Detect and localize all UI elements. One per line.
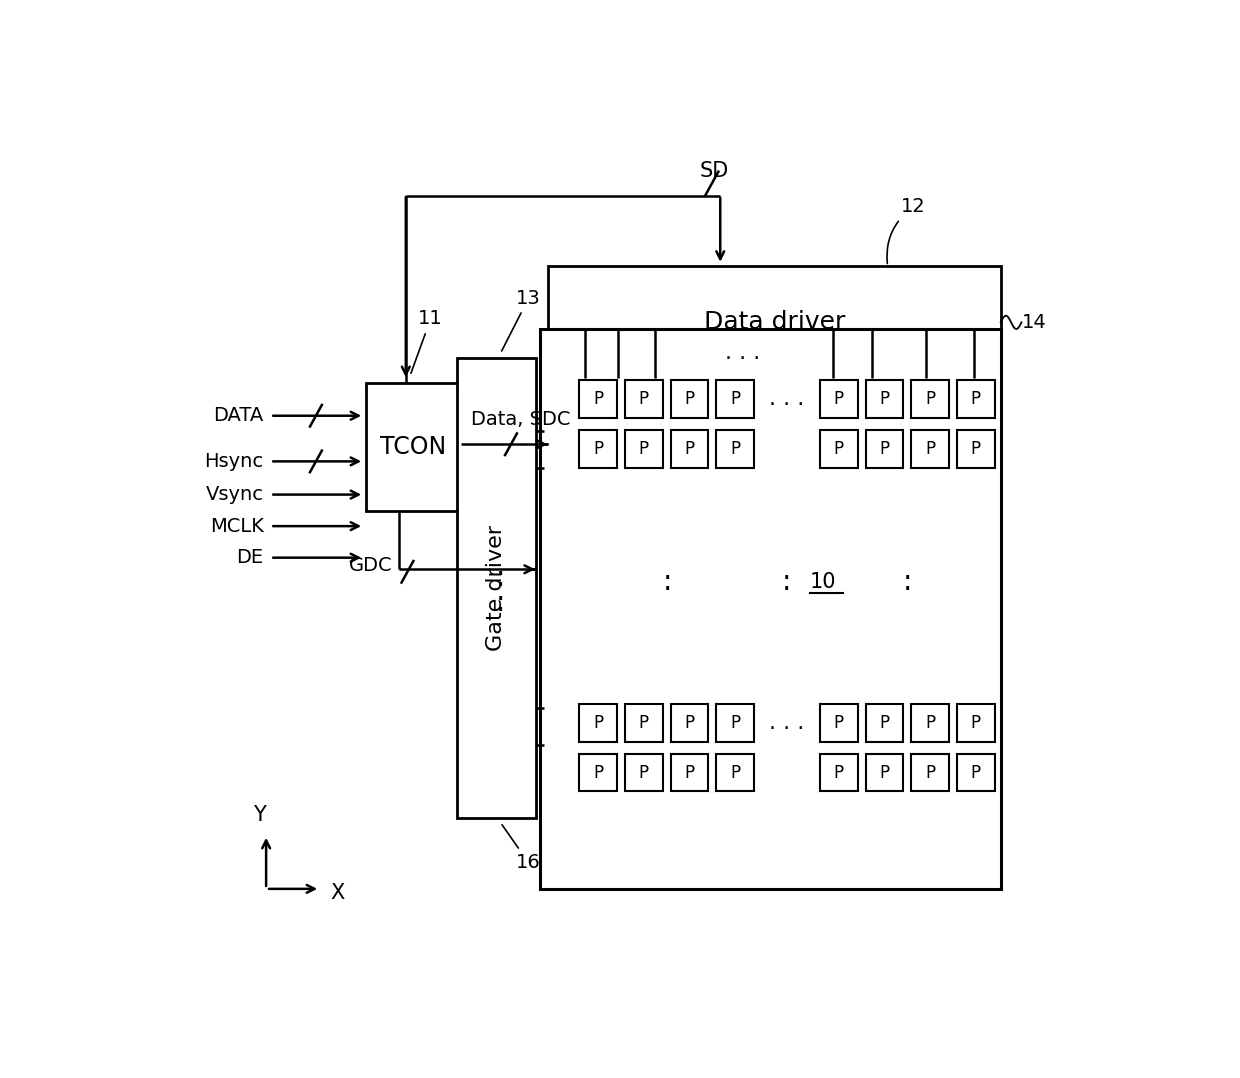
Text: 12: 12 — [887, 197, 926, 263]
Text: DE: DE — [237, 549, 264, 567]
Bar — [866, 430, 903, 468]
Bar — [625, 430, 662, 468]
Text: P: P — [639, 714, 649, 732]
Bar — [671, 381, 708, 418]
Bar — [866, 704, 903, 742]
Text: :: : — [782, 568, 791, 596]
Bar — [957, 704, 994, 742]
Bar — [911, 381, 949, 418]
Text: P: P — [639, 440, 649, 458]
Bar — [366, 383, 461, 511]
Text: :: : — [496, 589, 506, 617]
Bar — [866, 754, 903, 791]
Text: P: P — [971, 714, 981, 732]
Bar — [820, 704, 858, 742]
Bar — [625, 754, 662, 791]
Text: DATA: DATA — [213, 406, 264, 425]
Bar — [866, 381, 903, 418]
Text: 14: 14 — [1022, 313, 1047, 332]
Bar — [717, 754, 754, 791]
Bar — [957, 754, 994, 791]
Text: P: P — [925, 440, 935, 458]
Text: P: P — [879, 714, 889, 732]
Bar — [911, 704, 949, 742]
Text: GDC: GDC — [348, 555, 393, 575]
Bar — [911, 430, 949, 468]
Bar — [671, 704, 708, 742]
Text: P: P — [593, 440, 603, 458]
Text: P: P — [730, 440, 740, 458]
Bar — [911, 754, 949, 791]
Bar — [458, 358, 536, 818]
Text: P: P — [879, 763, 889, 782]
Bar — [541, 329, 1001, 889]
Text: TCON: TCON — [381, 434, 446, 459]
Text: . . .: . . . — [725, 344, 760, 363]
Text: P: P — [730, 763, 740, 782]
Text: P: P — [833, 440, 844, 458]
Bar — [820, 381, 858, 418]
Text: P: P — [833, 714, 844, 732]
Bar — [625, 381, 662, 418]
Text: P: P — [925, 714, 935, 732]
Text: P: P — [593, 390, 603, 409]
Bar — [579, 430, 616, 468]
Text: 11: 11 — [410, 309, 443, 373]
Bar — [579, 381, 616, 418]
Text: P: P — [684, 763, 694, 782]
Bar — [671, 430, 708, 468]
Bar — [957, 430, 994, 468]
Text: Data, SDC: Data, SDC — [471, 411, 570, 429]
Text: P: P — [971, 440, 981, 458]
Text: SD: SD — [699, 161, 729, 181]
Text: P: P — [971, 390, 981, 409]
Text: Data driver: Data driver — [704, 310, 846, 334]
Bar — [717, 430, 754, 468]
Text: 13: 13 — [502, 289, 541, 351]
Bar — [820, 754, 858, 791]
Text: P: P — [684, 440, 694, 458]
Bar — [579, 704, 616, 742]
Text: P: P — [639, 763, 649, 782]
Text: :: : — [496, 564, 506, 592]
Text: X: X — [330, 883, 345, 903]
Text: P: P — [730, 714, 740, 732]
Text: Y: Y — [253, 805, 265, 825]
Text: P: P — [684, 390, 694, 409]
Text: Vsync: Vsync — [206, 485, 264, 505]
Text: P: P — [833, 763, 844, 782]
Text: :: : — [662, 568, 672, 596]
Text: P: P — [879, 440, 889, 458]
Text: P: P — [833, 390, 844, 409]
Text: P: P — [971, 763, 981, 782]
Bar — [579, 754, 616, 791]
Text: P: P — [925, 390, 935, 409]
Text: P: P — [925, 763, 935, 782]
Text: . . .: . . . — [769, 389, 805, 410]
Text: P: P — [593, 714, 603, 732]
Text: 16: 16 — [502, 825, 541, 872]
Text: P: P — [684, 714, 694, 732]
Bar — [957, 381, 994, 418]
Text: . . .: . . . — [769, 713, 805, 733]
Text: Hsync: Hsync — [205, 452, 264, 471]
Text: P: P — [639, 390, 649, 409]
Bar — [671, 754, 708, 791]
Bar — [625, 704, 662, 742]
Bar — [548, 266, 1001, 378]
Text: P: P — [879, 390, 889, 409]
Text: P: P — [730, 390, 740, 409]
Text: MCLK: MCLK — [210, 516, 264, 536]
Bar — [820, 430, 858, 468]
Text: P: P — [593, 763, 603, 782]
Text: 10: 10 — [810, 571, 836, 592]
Bar — [717, 704, 754, 742]
Text: :: : — [903, 568, 913, 596]
Bar — [717, 381, 754, 418]
Text: Gate driver: Gate driver — [486, 525, 506, 651]
